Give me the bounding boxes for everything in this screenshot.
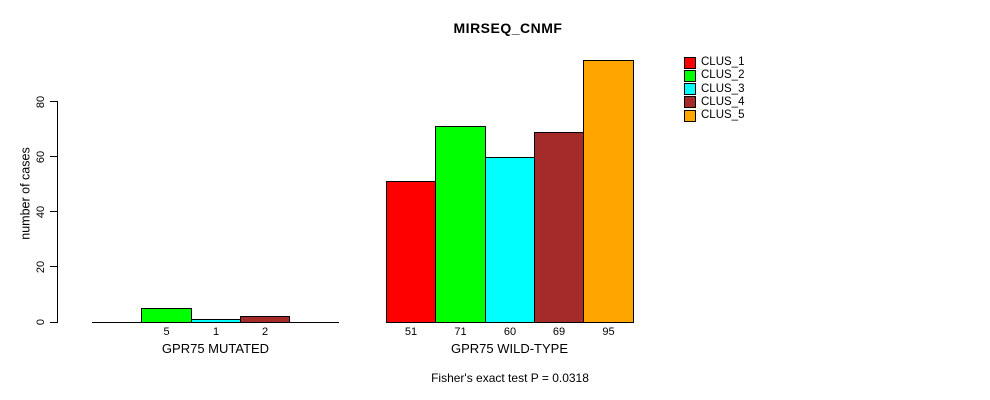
chart-title: MIRSEQ_CNMF bbox=[453, 20, 563, 36]
bar-clus_4-wildtype bbox=[534, 132, 584, 323]
bar-clus_3-mutated bbox=[191, 319, 241, 323]
y-axis-tick-label: 40 bbox=[35, 205, 47, 218]
legend-item-clus_3: CLUS_3 bbox=[684, 83, 744, 96]
legend-label: CLUS_4 bbox=[701, 95, 745, 108]
bar-value-label-clus_4-wildtype: 69 bbox=[552, 326, 566, 338]
bar-value-label-clus_1-wildtype: 51 bbox=[404, 326, 418, 338]
y-axis-tick-mark bbox=[50, 321, 57, 323]
bar-clus_3-wildtype bbox=[485, 157, 535, 323]
legend-swatch-icon bbox=[684, 69, 696, 82]
y-axis-tick-label: 0 bbox=[35, 318, 47, 326]
legend-label: CLUS_5 bbox=[701, 109, 745, 122]
y-axis-tick-mark bbox=[50, 101, 57, 103]
bar-clus_5-wildtype bbox=[583, 60, 634, 323]
bar-value-label-clus_5-wildtype: 95 bbox=[602, 326, 615, 338]
fisher-test-footnote: Fisher's exact test P = 0.0318 bbox=[431, 371, 589, 385]
y-axis-tick-mark bbox=[50, 266, 57, 268]
y-axis-tick-label: 80 bbox=[35, 95, 47, 108]
bar-value-label-clus_2-wildtype: 71 bbox=[454, 326, 467, 338]
y-axis-tick-label: 20 bbox=[35, 260, 47, 273]
legend-label: CLUS_1 bbox=[701, 56, 745, 68]
y-axis-tick-mark bbox=[50, 211, 57, 213]
y-axis-tick-mark bbox=[50, 156, 57, 158]
group-label-gpr75-wild-type: GPR75 WILD-TYPE bbox=[450, 341, 569, 356]
bar-clus_1-wildtype bbox=[386, 181, 436, 323]
legend-label: CLUS_3 bbox=[701, 82, 745, 95]
legend-swatch-icon bbox=[684, 83, 696, 96]
bar-value-label-clus_3-wildtype: 60 bbox=[503, 326, 517, 338]
legend-label: CLUS_2 bbox=[701, 69, 745, 82]
legend-swatch-icon bbox=[684, 56, 696, 69]
group-label-gpr75-mutated: GPR75 MUTATED bbox=[161, 341, 270, 356]
y-axis-label: number of cases bbox=[18, 147, 33, 240]
legend-item-clus_1: CLUS_1 bbox=[684, 56, 744, 69]
bar-clus_2-wildtype bbox=[435, 126, 486, 323]
legend-swatch-icon bbox=[684, 96, 696, 109]
bar-clus_4-mutated bbox=[240, 316, 290, 323]
legend-swatch-icon bbox=[684, 109, 696, 122]
legend-item-clus_4: CLUS_4 bbox=[684, 96, 744, 109]
legend-item-clus_5: CLUS_5 bbox=[684, 109, 744, 122]
y-axis-line bbox=[57, 101, 58, 323]
bar-clus_2-mutated bbox=[141, 308, 192, 323]
bar-value-label-clus_2-mutated: 5 bbox=[163, 326, 170, 338]
y-axis-tick-label: 60 bbox=[35, 150, 47, 163]
legend-item-clus_2: CLUS_2 bbox=[684, 69, 744, 82]
bar-value-label-clus_4-mutated: 2 bbox=[261, 326, 269, 338]
legend: CLUS_1 CLUS_2 CLUS_3 CLUS_4 CLUS_5 bbox=[684, 56, 804, 136]
bar-value-label-clus_3-mutated: 1 bbox=[212, 326, 220, 338]
